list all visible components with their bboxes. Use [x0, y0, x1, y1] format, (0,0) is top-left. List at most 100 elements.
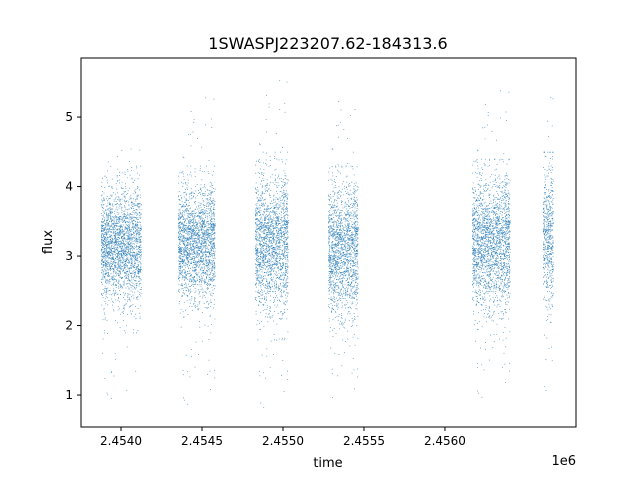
data-point	[210, 243, 211, 245]
data-point	[255, 283, 257, 284]
data-point	[211, 226, 213, 227]
data-point	[129, 281, 131, 282]
data-point	[197, 247, 199, 249]
data-point	[189, 229, 191, 231]
data-point	[131, 208, 132, 209]
data-point	[270, 290, 271, 292]
data-point	[138, 246, 140, 247]
data-point	[273, 218, 275, 220]
data-point	[197, 216, 198, 217]
data-point	[135, 259, 136, 260]
data-point	[193, 238, 195, 239]
data-point	[210, 190, 212, 192]
data-point	[105, 237, 106, 239]
data-point	[204, 283, 206, 285]
data-point	[256, 253, 258, 255]
data-point	[278, 236, 280, 238]
data-point	[124, 272, 125, 274]
data-point	[181, 247, 183, 248]
data-point	[110, 241, 112, 243]
data-point	[201, 238, 203, 239]
data-point	[207, 255, 209, 257]
data-point	[136, 209, 138, 211]
data-point	[196, 235, 197, 236]
data-point	[195, 272, 197, 274]
data-point	[127, 246, 129, 248]
data-point	[138, 283, 140, 285]
data-point	[194, 230, 196, 231]
data-point	[140, 293, 142, 294]
data-point	[125, 264, 127, 266]
data-point	[115, 234, 117, 235]
data-point	[199, 321, 200, 322]
data-point	[204, 239, 206, 241]
data-point	[180, 284, 182, 286]
data-point	[270, 311, 271, 312]
data-point	[107, 268, 109, 270]
data-point	[191, 239, 193, 241]
data-point	[181, 216, 182, 218]
data-point	[213, 229, 215, 231]
data-point	[115, 241, 117, 242]
data-point	[123, 235, 125, 236]
data-point	[133, 254, 135, 256]
data-point	[208, 281, 210, 282]
data-point	[198, 260, 199, 262]
data-point	[108, 276, 109, 277]
data-point	[207, 307, 209, 308]
data-point	[120, 262, 121, 264]
data-point	[204, 261, 206, 263]
data-point	[195, 240, 197, 242]
data-point	[110, 231, 112, 233]
data-point	[197, 195, 198, 197]
data-point	[283, 192, 285, 194]
data-point	[107, 232, 109, 233]
data-point	[283, 179, 284, 180]
data-point	[133, 257, 135, 258]
data-point	[184, 222, 185, 224]
data-point	[104, 277, 106, 279]
data-point	[109, 253, 110, 255]
data-point	[270, 246, 271, 248]
data-point	[105, 245, 107, 246]
data-point	[179, 224, 181, 226]
data-point	[194, 212, 196, 214]
data-point	[132, 246, 134, 248]
data-point	[185, 354, 187, 356]
data-point	[193, 278, 195, 280]
data-point	[183, 232, 185, 234]
data-point	[282, 210, 284, 212]
data-point	[125, 261, 127, 263]
data-point	[193, 277, 194, 278]
data-point	[120, 253, 122, 255]
data-point	[277, 220, 279, 222]
data-point	[193, 271, 195, 273]
data-point	[277, 287, 279, 288]
data-point	[111, 186, 113, 187]
data-point	[110, 218, 111, 219]
data-point	[184, 282, 186, 284]
data-point	[187, 272, 189, 274]
data-point	[198, 289, 199, 291]
data-point	[255, 211, 257, 213]
data-point	[188, 237, 190, 239]
data-point	[112, 239, 114, 241]
data-point	[104, 241, 106, 243]
data-point	[130, 236, 132, 238]
data-point	[275, 133, 277, 134]
data-point	[182, 221, 184, 223]
data-point	[207, 204, 209, 206]
data-point	[113, 224, 115, 226]
data-point	[105, 296, 107, 298]
data-point	[108, 262, 110, 263]
data-point	[201, 244, 203, 246]
data-point	[207, 265, 209, 267]
data-point	[128, 253, 130, 255]
data-point	[214, 263, 215, 265]
data-point	[193, 218, 194, 220]
data-point	[134, 286, 136, 288]
data-point	[187, 251, 188, 253]
data-point	[186, 200, 188, 201]
data-point	[265, 202, 266, 204]
data-point	[214, 245, 215, 246]
